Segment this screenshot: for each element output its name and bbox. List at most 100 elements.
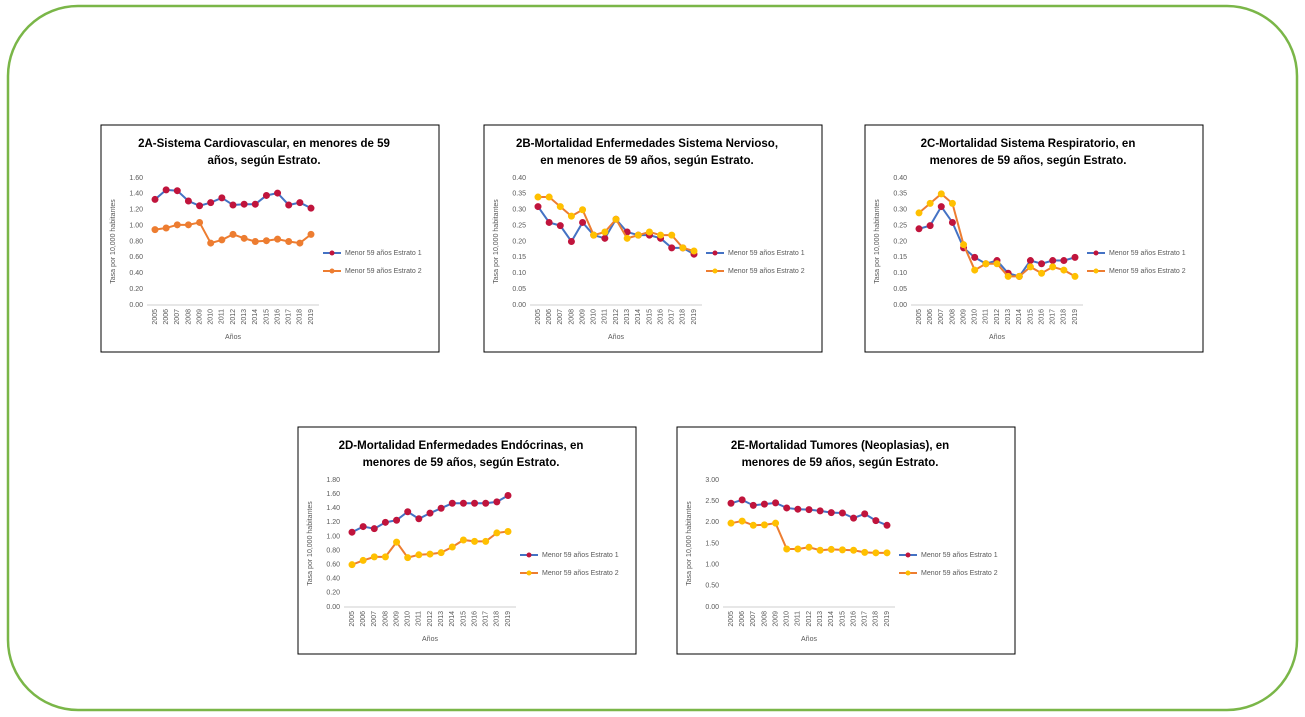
legend-label: Menor 59 años Estrato 2 xyxy=(921,570,998,577)
data-point xyxy=(162,224,170,232)
x-tick-label: 2014 xyxy=(1016,309,1023,325)
y-tick-label: 0.20 xyxy=(326,590,340,597)
data-point xyxy=(426,509,434,517)
data-point xyxy=(772,519,780,527)
y-tick-label: 0.00 xyxy=(129,302,143,309)
data-point xyxy=(415,551,423,559)
data-point xyxy=(1049,263,1057,271)
data-point xyxy=(579,218,587,226)
data-point xyxy=(196,218,204,226)
data-point xyxy=(393,538,401,546)
data-point xyxy=(534,203,542,211)
x-tick-label: 2006 xyxy=(927,309,934,325)
data-point xyxy=(937,203,945,211)
data-point xyxy=(459,536,467,544)
data-point xyxy=(1015,272,1023,280)
chart-title: menores de 59 años, según Estrato. xyxy=(930,155,1127,167)
y-tick-label: 0.20 xyxy=(893,238,907,245)
data-point xyxy=(668,244,676,252)
legend-label: Menor 59 años Estrato 2 xyxy=(728,268,805,275)
y-tick-label: 0.00 xyxy=(705,604,719,611)
x-tick-label: 2006 xyxy=(163,309,170,325)
data-point xyxy=(838,546,846,554)
y-tick-label: 1.60 xyxy=(129,175,143,182)
y-tick-label: 0.05 xyxy=(512,286,526,293)
data-point xyxy=(827,509,835,517)
data-point xyxy=(162,186,170,194)
data-point xyxy=(861,510,869,518)
data-point xyxy=(1026,263,1034,271)
x-tick-label: 2007 xyxy=(371,611,378,627)
y-axis-title: Tasa por 10,000 habitantes xyxy=(110,199,117,284)
data-point xyxy=(1071,272,1079,280)
data-point xyxy=(727,519,735,527)
chart-title: menores de 59 años, según Estrato. xyxy=(363,457,560,469)
x-tick-label: 2016 xyxy=(657,309,664,325)
x-tick-label: 2007 xyxy=(557,309,564,325)
x-tick-label: 2014 xyxy=(635,309,642,325)
data-point xyxy=(307,230,315,238)
data-point xyxy=(727,499,735,507)
data-point xyxy=(690,247,698,255)
data-point xyxy=(545,218,553,226)
data-point xyxy=(794,545,802,553)
data-point xyxy=(556,222,564,230)
x-tick-label: 2009 xyxy=(579,309,586,325)
data-point xyxy=(668,231,676,239)
data-point xyxy=(393,516,401,524)
x-tick-label: 2013 xyxy=(624,309,631,325)
y-tick-label: 0.20 xyxy=(512,238,526,245)
y-tick-label: 0.05 xyxy=(893,286,907,293)
x-tick-label: 2018 xyxy=(1061,309,1068,325)
data-point xyxy=(173,221,181,229)
legend-marker xyxy=(712,268,718,274)
x-tick-label: 2011 xyxy=(983,309,990,324)
data-point xyxy=(1026,257,1034,265)
legend-marker xyxy=(712,250,718,256)
data-point xyxy=(612,215,620,223)
x-tick-label: 2008 xyxy=(382,611,389,627)
x-tick-label: 2016 xyxy=(471,611,478,627)
data-point xyxy=(556,203,564,211)
x-tick-label: 2010 xyxy=(208,309,215,325)
data-point xyxy=(173,187,181,195)
data-point xyxy=(872,517,880,525)
x-tick-label: 2005 xyxy=(916,309,923,325)
data-point xyxy=(915,225,923,233)
y-tick-label: 0.80 xyxy=(129,238,143,245)
y-axis-title: Tasa por 10,000 habitantes xyxy=(493,199,500,284)
chart-frame xyxy=(676,426,1016,655)
x-axis-title: Años xyxy=(608,334,624,341)
x-tick-label: 2010 xyxy=(784,611,791,627)
data-point xyxy=(218,236,226,244)
y-tick-label: 0.30 xyxy=(893,207,907,214)
chart: 2C-Mortalidad Sistema Respiratorio, en me… xyxy=(864,124,1204,353)
data-point xyxy=(196,202,204,210)
y-tick-label: 0.20 xyxy=(129,286,143,293)
data-point xyxy=(504,528,512,536)
y-tick-label: 0.15 xyxy=(512,254,526,261)
legend-marker xyxy=(1093,268,1099,274)
y-tick-label: 0.15 xyxy=(893,254,907,261)
legend-marker xyxy=(905,552,911,558)
chart: 2E-Mortalidad Tumores (Neoplasias), en me… xyxy=(676,426,1016,655)
legend-label: Menor 59 años Estrato 1 xyxy=(542,552,619,559)
y-tick-label: 2.50 xyxy=(705,498,719,505)
x-axis-title: Años xyxy=(989,334,1005,341)
y-tick-label: 0.80 xyxy=(326,547,340,554)
y-tick-label: 0.60 xyxy=(129,254,143,261)
data-point xyxy=(838,509,846,517)
chart-frame xyxy=(100,124,440,353)
data-point xyxy=(151,195,159,203)
x-tick-label: 2017 xyxy=(286,309,293,325)
y-axis-title: Tasa por 10,000 habitantes xyxy=(307,501,314,586)
chart-title: años, según Estrato. xyxy=(207,155,320,167)
data-point xyxy=(872,549,880,557)
data-point xyxy=(240,234,248,242)
data-point xyxy=(883,521,891,529)
data-point xyxy=(381,518,389,526)
y-tick-label: 1.20 xyxy=(326,519,340,526)
data-point xyxy=(971,253,979,261)
data-point xyxy=(1049,257,1057,265)
